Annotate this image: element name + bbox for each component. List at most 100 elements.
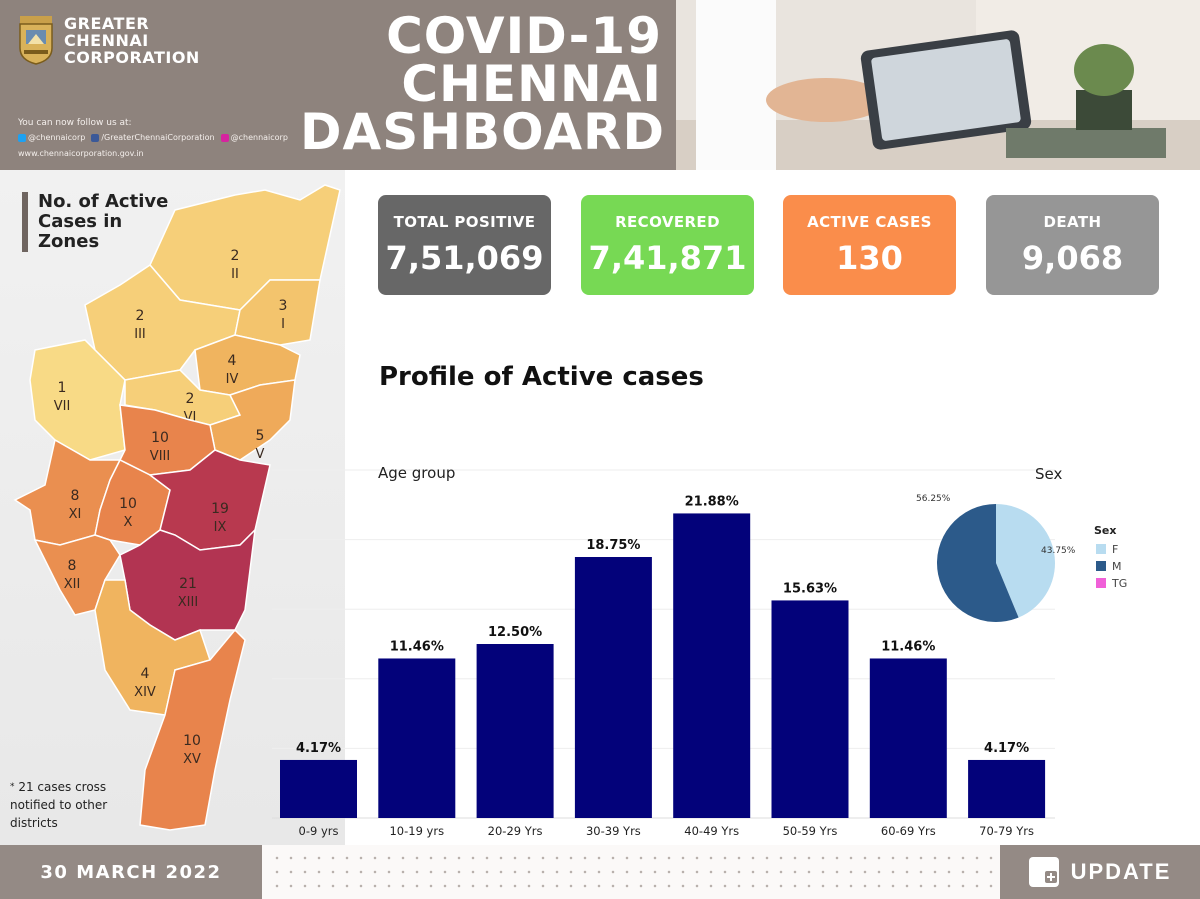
kpi-value: 7,41,871 xyxy=(588,239,747,277)
bar xyxy=(476,644,554,818)
instagram-link[interactable]: @chennaicorp xyxy=(220,133,288,142)
legend-label-f: F xyxy=(1112,543,1118,556)
twitter-icon xyxy=(18,133,26,142)
bar xyxy=(574,557,652,818)
facebook-handle: /GreaterChennaiCorporation xyxy=(101,133,215,142)
website-link[interactable]: www.chennaicorporation.gov.in xyxy=(18,149,144,158)
pie-label-f: 43.75% xyxy=(1041,546,1076,556)
x-tick-label: 50-59 Yrs xyxy=(783,824,838,838)
zone-count: 21 xyxy=(179,576,197,592)
zone-name: III xyxy=(134,327,146,342)
zone-xv xyxy=(139,628,246,831)
zone-count: 3 xyxy=(279,298,288,314)
corporation-emblem-icon xyxy=(19,16,53,65)
zone-name: XII xyxy=(64,577,81,592)
zone-count: 1 xyxy=(58,380,67,396)
zone-count: 4 xyxy=(141,666,150,682)
zone-name: I xyxy=(281,317,285,332)
header-banner: GREATER CHENNAI CORPORATION You can now … xyxy=(0,0,1200,170)
zone-count: 8 xyxy=(68,558,77,574)
legend-label-m: M xyxy=(1112,560,1122,573)
zone-name: IV xyxy=(226,372,239,387)
organization-name: GREATER CHENNAI CORPORATION xyxy=(64,15,214,66)
zone-count: 19 xyxy=(211,501,229,517)
kpi-value: 7,51,069 xyxy=(385,239,544,277)
kpi-active-cases: ACTIVE CASES 130 xyxy=(783,195,956,295)
org-name-line: CORPORATION xyxy=(64,47,200,67)
zone-count: 4 xyxy=(228,353,237,369)
pie-slice-f xyxy=(996,504,1055,618)
zone-name: V xyxy=(256,447,265,462)
zone-count: 8 xyxy=(71,488,80,504)
legend-swatch-f xyxy=(1096,544,1106,554)
x-tick-label: 30-39 Yrs xyxy=(586,824,641,838)
update-icon xyxy=(1028,857,1059,887)
pie-label-m: 56.25% xyxy=(916,494,951,504)
profile-title: Profile of Active cases xyxy=(379,362,704,392)
update-label: UPDATE xyxy=(1070,859,1172,884)
legend-swatch-m xyxy=(1096,561,1106,571)
twitter-link[interactable]: @chennaicorp xyxy=(18,133,85,142)
zone-name: II xyxy=(231,267,239,282)
bar xyxy=(673,513,751,818)
bar xyxy=(378,658,456,818)
age-chart-title: Age group xyxy=(378,464,456,482)
org-name-line: CHENNAI xyxy=(64,30,149,50)
report-date: 30 MARCH 2022 xyxy=(0,845,262,899)
x-tick-label: 40-49 Yrs xyxy=(684,824,739,838)
zone-count: 10 xyxy=(183,733,201,749)
kpi-label: TOTAL POSITIVE xyxy=(393,213,536,231)
bar-data-label: 4.17% xyxy=(984,741,1029,756)
zone-name: XIII xyxy=(178,595,198,610)
bar xyxy=(771,600,849,818)
zone-map-panel: 2 II 2 III 3 I 4 IV 1 VII 2 VI 5 V 10 VIII 8 XI 10 X 19 IX 8 XI… xyxy=(0,170,345,845)
title-line: COVID-19 xyxy=(386,7,662,65)
zone-count: 2 xyxy=(136,308,145,324)
kpi-death: DEATH 9,068 xyxy=(986,195,1159,295)
x-tick-label: 20-29 Yrs xyxy=(488,824,543,838)
zone-count: 10 xyxy=(151,430,169,446)
x-tick-label: 70-79 Yrs xyxy=(979,824,1034,838)
instagram-handle: @chennaicorp xyxy=(230,133,288,142)
social-links: @chennaicorp /GreaterChennaiCorporation … xyxy=(18,133,288,142)
bar-data-label: 12.50% xyxy=(488,625,542,640)
title-line: DASHBOARD xyxy=(300,103,666,161)
header-photo xyxy=(676,0,1200,170)
kpi-label: DEATH xyxy=(1043,213,1102,231)
zone-name: X xyxy=(124,515,133,530)
zone-count: 5 xyxy=(256,428,265,444)
zone-name: IX xyxy=(214,520,227,535)
bar-data-label: 15.63% xyxy=(783,581,837,596)
zone-v xyxy=(209,379,296,461)
legend-label-tg: TG xyxy=(1111,577,1127,590)
kpi-label: RECOVERED xyxy=(615,213,720,231)
bar-data-label: 11.46% xyxy=(390,639,444,654)
x-tick-label: 60-69 Yrs xyxy=(881,824,936,838)
bar xyxy=(869,658,947,818)
dashboard-title: COVID-19 CHENNAI DASHBOARD xyxy=(300,7,666,161)
update-button[interactable]: UPDATE xyxy=(1000,845,1200,899)
kpi-total-positive: TOTAL POSITIVE 7,51,069 xyxy=(378,195,551,295)
kpi-label: ACTIVE CASES xyxy=(807,213,932,231)
cross-notified-note: * 21 cases cross notified to other distr… xyxy=(10,778,120,832)
note-star: * xyxy=(10,782,15,792)
dot-pattern xyxy=(270,851,995,893)
footer: 30 MARCH 2022 UPDATE xyxy=(0,845,1200,899)
zone-name: VIII xyxy=(150,449,170,464)
zone-name: XV xyxy=(183,752,201,767)
map-title-line: Cases in xyxy=(38,211,123,232)
org-name-line: GREATER xyxy=(64,13,150,33)
logo-block: GREATER CHENNAI CORPORATION xyxy=(16,14,214,66)
bar-data-label: 11.46% xyxy=(881,639,935,654)
sex-chart-title: Sex xyxy=(1035,465,1063,483)
facebook-link[interactable]: /GreaterChennaiCorporation xyxy=(91,133,215,142)
map-title-line: No. of Active xyxy=(38,191,169,212)
zone-name: XIV xyxy=(134,685,156,700)
legend-swatch-tg xyxy=(1096,578,1106,588)
x-tick-label: 10-19 yrs xyxy=(389,824,444,838)
map-title: No. of Active Cases in Zones xyxy=(22,192,168,252)
zone-count: 2 xyxy=(186,391,195,407)
zone-name: VII xyxy=(54,399,71,414)
twitter-handle: @chennaicorp xyxy=(28,133,86,142)
